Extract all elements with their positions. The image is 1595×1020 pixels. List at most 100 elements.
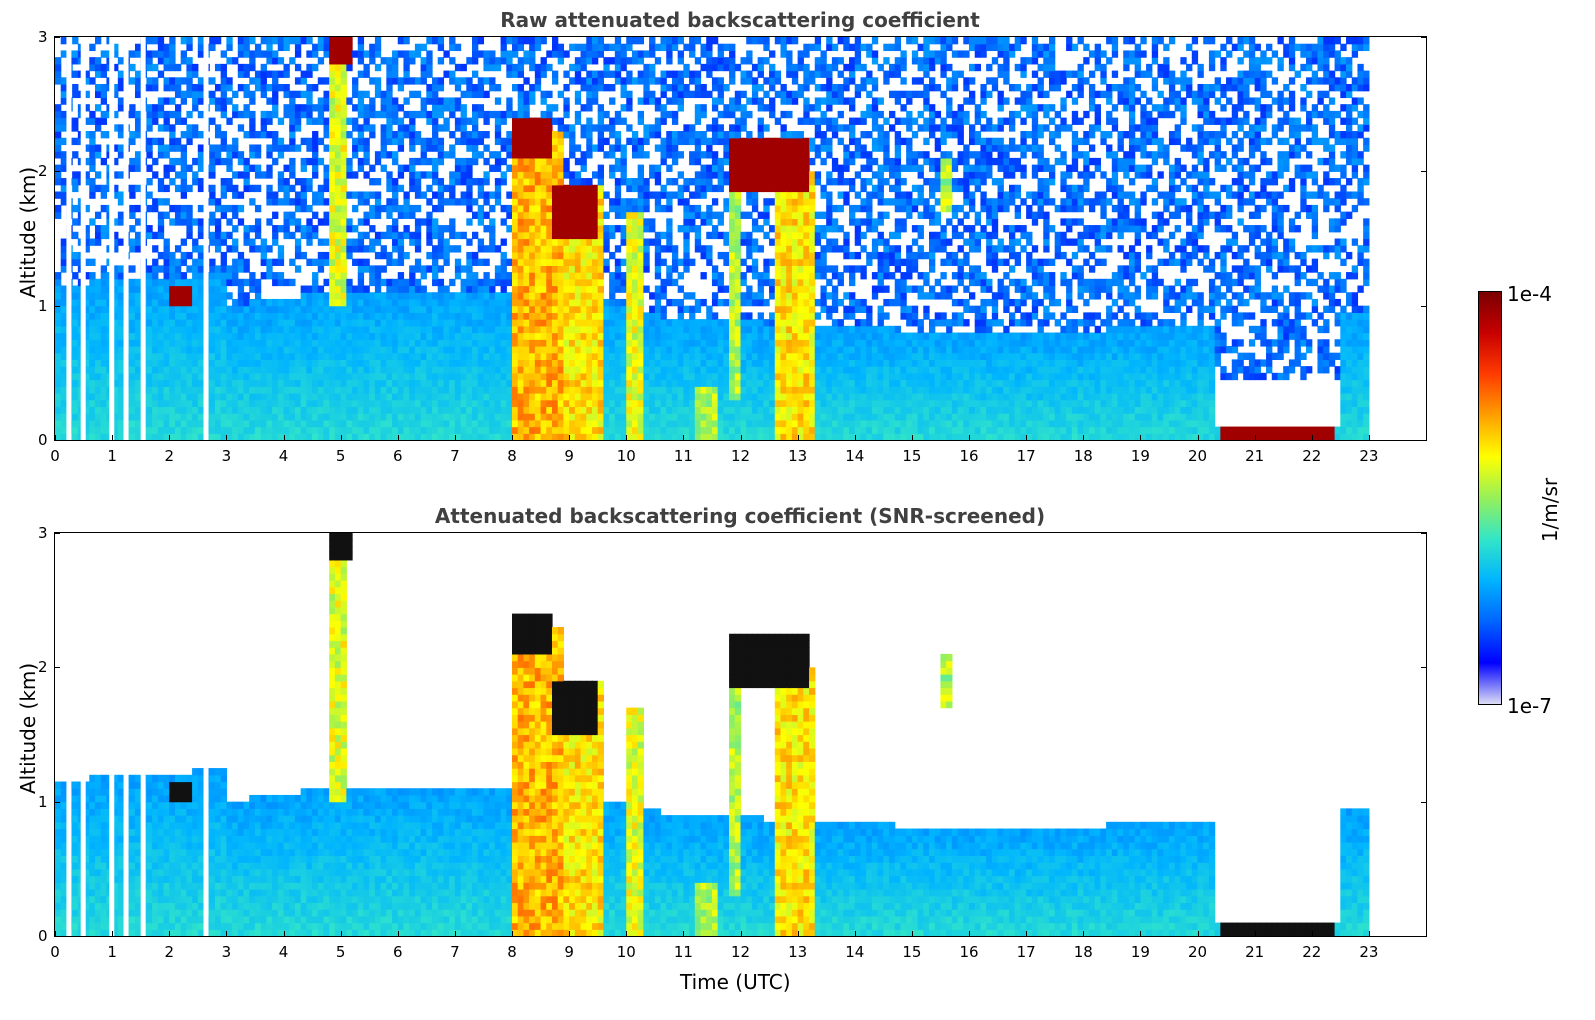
heatmap-cell	[586, 251, 593, 260]
heatmap-cell	[643, 372, 650, 381]
heatmap-cell	[569, 191, 576, 199]
heatmap-cell	[437, 379, 445, 387]
heatmap-cell	[597, 70, 604, 78]
heatmap-cell	[129, 312, 136, 320]
heatmap-cell	[317, 265, 325, 273]
heatmap-cell	[277, 419, 285, 428]
heatmap-cell	[643, 392, 650, 401]
heatmap-cell	[289, 339, 296, 347]
heatmap-cell	[540, 151, 547, 159]
heatmap-cell	[254, 372, 262, 381]
heatmap-cell	[569, 251, 576, 260]
heatmap-cell	[409, 124, 416, 132]
heatmap-cell	[586, 43, 593, 52]
heatmap-cell	[312, 171, 319, 179]
heatmap-cell	[626, 433, 633, 440]
heatmap-cell	[112, 265, 119, 273]
heatmap-cell	[586, 104, 593, 112]
heatmap-cell	[397, 164, 405, 172]
heatmap-cell	[437, 325, 445, 334]
heatmap-cell	[294, 251, 302, 260]
heatmap-cell	[94, 433, 102, 440]
heatmap-cell	[626, 352, 633, 360]
heatmap-cell	[540, 419, 547, 428]
heatmap-cell	[277, 325, 285, 334]
heatmap-cell	[94, 37, 102, 45]
heatmap-cell	[386, 419, 393, 428]
heatmap-cell	[100, 117, 108, 125]
heatmap-cell	[432, 426, 439, 434]
heatmap-cell	[489, 84, 496, 92]
heatmap-cell	[591, 225, 599, 233]
heatmap-cell	[540, 171, 547, 179]
heatmap-cell	[249, 144, 256, 152]
heatmap-cell	[197, 225, 205, 233]
heatmap-cell	[466, 339, 473, 347]
heatmap-cell	[306, 359, 313, 367]
heatmap-cell	[643, 198, 650, 206]
heatmap-cell	[243, 178, 250, 186]
heatmap-cell	[500, 278, 507, 287]
heatmap-cell	[432, 191, 439, 199]
heatmap-cell	[306, 413, 313, 421]
heatmap-cell	[631, 413, 639, 421]
heatmap-cell	[551, 325, 559, 334]
heatmap-cell	[494, 406, 502, 414]
heatmap-cell	[266, 419, 273, 428]
heatmap-cell	[620, 426, 627, 434]
heatmap-cell	[300, 137, 307, 146]
heatmap-cell	[683, 352, 690, 360]
heatmap-cell	[277, 258, 285, 266]
heatmap-cell	[557, 218, 565, 226]
heatmap-cell	[55, 406, 62, 414]
heatmap-cell	[563, 238, 570, 246]
heatmap-cell	[277, 305, 285, 313]
heatmap-cell	[254, 386, 262, 394]
heatmap-cell	[60, 178, 68, 186]
heatmap-cell	[666, 110, 673, 119]
heatmap-cell	[432, 110, 439, 119]
heatmap-cell	[483, 110, 490, 119]
heatmap-cell	[237, 50, 245, 58]
heatmap-cell	[563, 352, 570, 360]
heatmap-cell	[334, 399, 342, 408]
heatmap-cell	[403, 298, 410, 307]
heatmap-cell	[260, 352, 267, 360]
heatmap-cell	[517, 278, 525, 287]
heatmap-cell	[386, 406, 393, 414]
heatmap-cell	[152, 419, 159, 428]
heatmap-cell	[586, 137, 593, 146]
heatmap-cell	[397, 238, 405, 246]
heatmap-cell	[157, 325, 165, 334]
heatmap-cell	[546, 433, 553, 440]
heatmap-cell	[449, 426, 456, 434]
heatmap-cell	[249, 406, 256, 414]
heatmap-cell	[460, 379, 467, 387]
heatmap-cell	[380, 124, 387, 132]
heatmap-cell	[306, 97, 313, 105]
heatmap-cell	[631, 258, 639, 266]
heatmap-cell	[546, 110, 553, 119]
heatmap-cell	[540, 117, 547, 125]
heatmap-cell	[454, 265, 462, 273]
heatmap-cell	[683, 184, 690, 193]
heatmap-cell	[169, 305, 176, 313]
heatmap-cell	[294, 124, 302, 132]
heatmap-cell	[466, 319, 473, 327]
heatmap-cell	[352, 171, 359, 179]
heatmap-cell	[397, 204, 405, 213]
heatmap-cell	[312, 366, 319, 374]
heatmap-cell	[414, 305, 422, 313]
heatmap-cell	[637, 419, 644, 428]
heatmap-cell	[197, 399, 205, 408]
heatmap-cell	[637, 258, 644, 266]
heatmap-cell	[460, 171, 467, 179]
heatmap-cell	[374, 312, 382, 320]
heatmap-cell	[363, 117, 370, 125]
heatmap-cell	[426, 137, 433, 146]
heatmap-cell	[477, 406, 485, 414]
heatmap-cell	[454, 298, 462, 307]
heatmap-cell	[472, 359, 479, 367]
heatmap-cell	[626, 305, 633, 313]
heatmap-cell	[220, 298, 227, 307]
